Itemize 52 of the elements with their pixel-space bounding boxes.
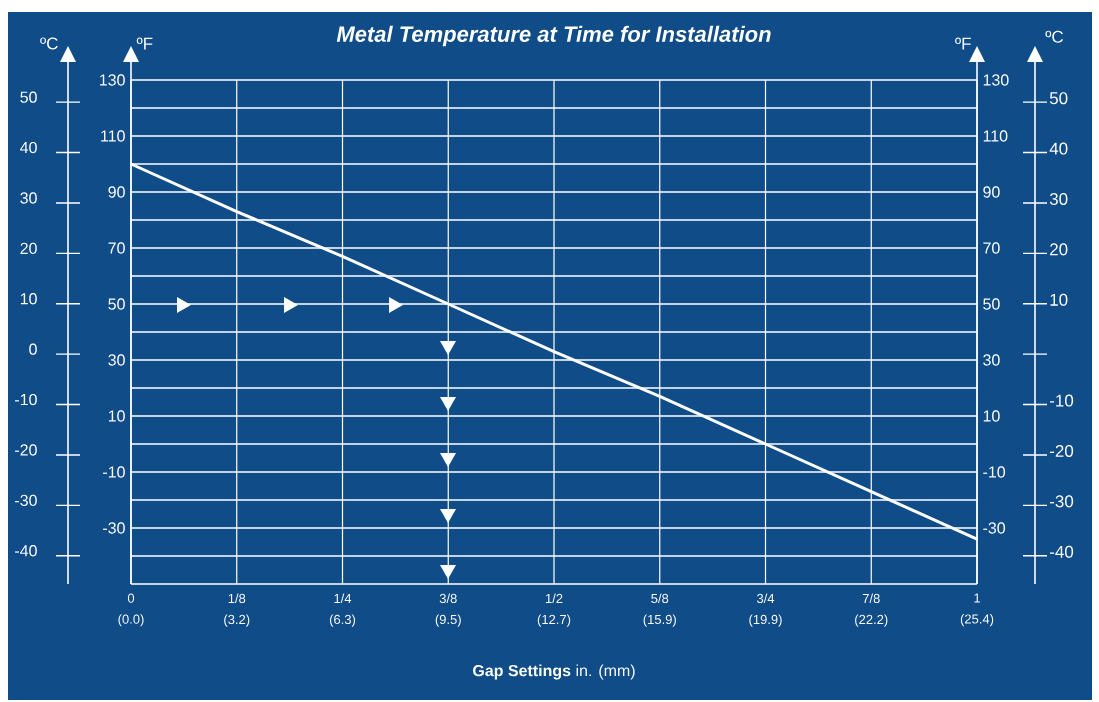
y-tick-label: -30 — [103, 522, 125, 534]
y3-tick-label: 30 — [20, 192, 37, 204]
y3-tick-label: -10 — [15, 393, 37, 406]
y3-tick-label: -30 — [15, 494, 37, 507]
text: -10 — [1049, 394, 1074, 407]
y-axis-title: ºF — [136, 37, 153, 50]
text: -30 — [1049, 495, 1074, 508]
y-tick-label: 90 — [108, 186, 125, 198]
y-tick-label: -10 — [103, 466, 125, 478]
y2-tick-label: -30 — [983, 522, 1006, 534]
y3-tick-label: 10 — [20, 293, 37, 305]
y2-tick-label: 10 — [983, 410, 1000, 422]
y-tick-label: 50 — [108, 298, 125, 310]
x-tick-label: 1 (25.4) — [960, 593, 994, 627]
x-tick-label: 0 (0.0) — [118, 593, 144, 627]
y3-axis-title: ºC — [40, 37, 58, 50]
y3-tick-label: -40 — [15, 545, 37, 557]
y-tick-label: 110 — [101, 130, 125, 142]
y2-tick-label: 30 — [983, 354, 1000, 366]
x-tick-label: 1/8 (3.2) — [224, 593, 250, 627]
x-tick-label: 1/2 (12.7) — [537, 593, 571, 627]
x-tick-label: 5/8 (15.9) — [643, 593, 676, 627]
text: ºC — [1045, 30, 1064, 43]
y2-tick-label: 110 — [983, 130, 1008, 142]
y3-tick-label: -20 — [15, 444, 37, 456]
text: 50 — [1049, 92, 1068, 105]
text: 40 — [1049, 142, 1068, 155]
text: 10 — [1050, 293, 1068, 306]
y2-axis-title: ºF — [955, 37, 971, 50]
text: 20 — [1050, 243, 1068, 256]
y-tick-label: 70 — [108, 242, 125, 254]
x-axis-title: Gap Settings in. (mm) — [473, 664, 635, 680]
x-tick-label: 3/4 (19.9) — [749, 593, 782, 627]
text: -40 — [1049, 545, 1074, 558]
y-tick-label: 30 — [108, 354, 125, 366]
y2-tick-label: -10 — [983, 466, 1006, 478]
x-tick-label: 3/8 (9.5) — [435, 593, 461, 627]
y3-tick-label: 0 — [29, 343, 37, 355]
y2-tick-label: 130 — [983, 74, 1009, 86]
y3-tick-label: 20 — [20, 242, 37, 255]
chart-title: Metal Temperature at Time for Installation — [336, 25, 771, 47]
y3-tick-label: 40 — [20, 141, 37, 154]
y-tick-label: 10 — [108, 410, 125, 422]
text: -20 — [1049, 444, 1074, 457]
y3-tick-label: 50 — [20, 91, 37, 103]
y2-tick-label: 90 — [983, 186, 1000, 198]
text: 30 — [1049, 192, 1068, 205]
x-tick-label: 1/4 (6.3) — [329, 593, 356, 627]
x-tick-label: 7/8 (22.2) — [855, 593, 888, 627]
y-tick-label: 130 — [100, 74, 125, 86]
y2-tick-label: 70 — [983, 242, 1000, 254]
y2-tick-label: 50 — [983, 298, 1000, 310]
